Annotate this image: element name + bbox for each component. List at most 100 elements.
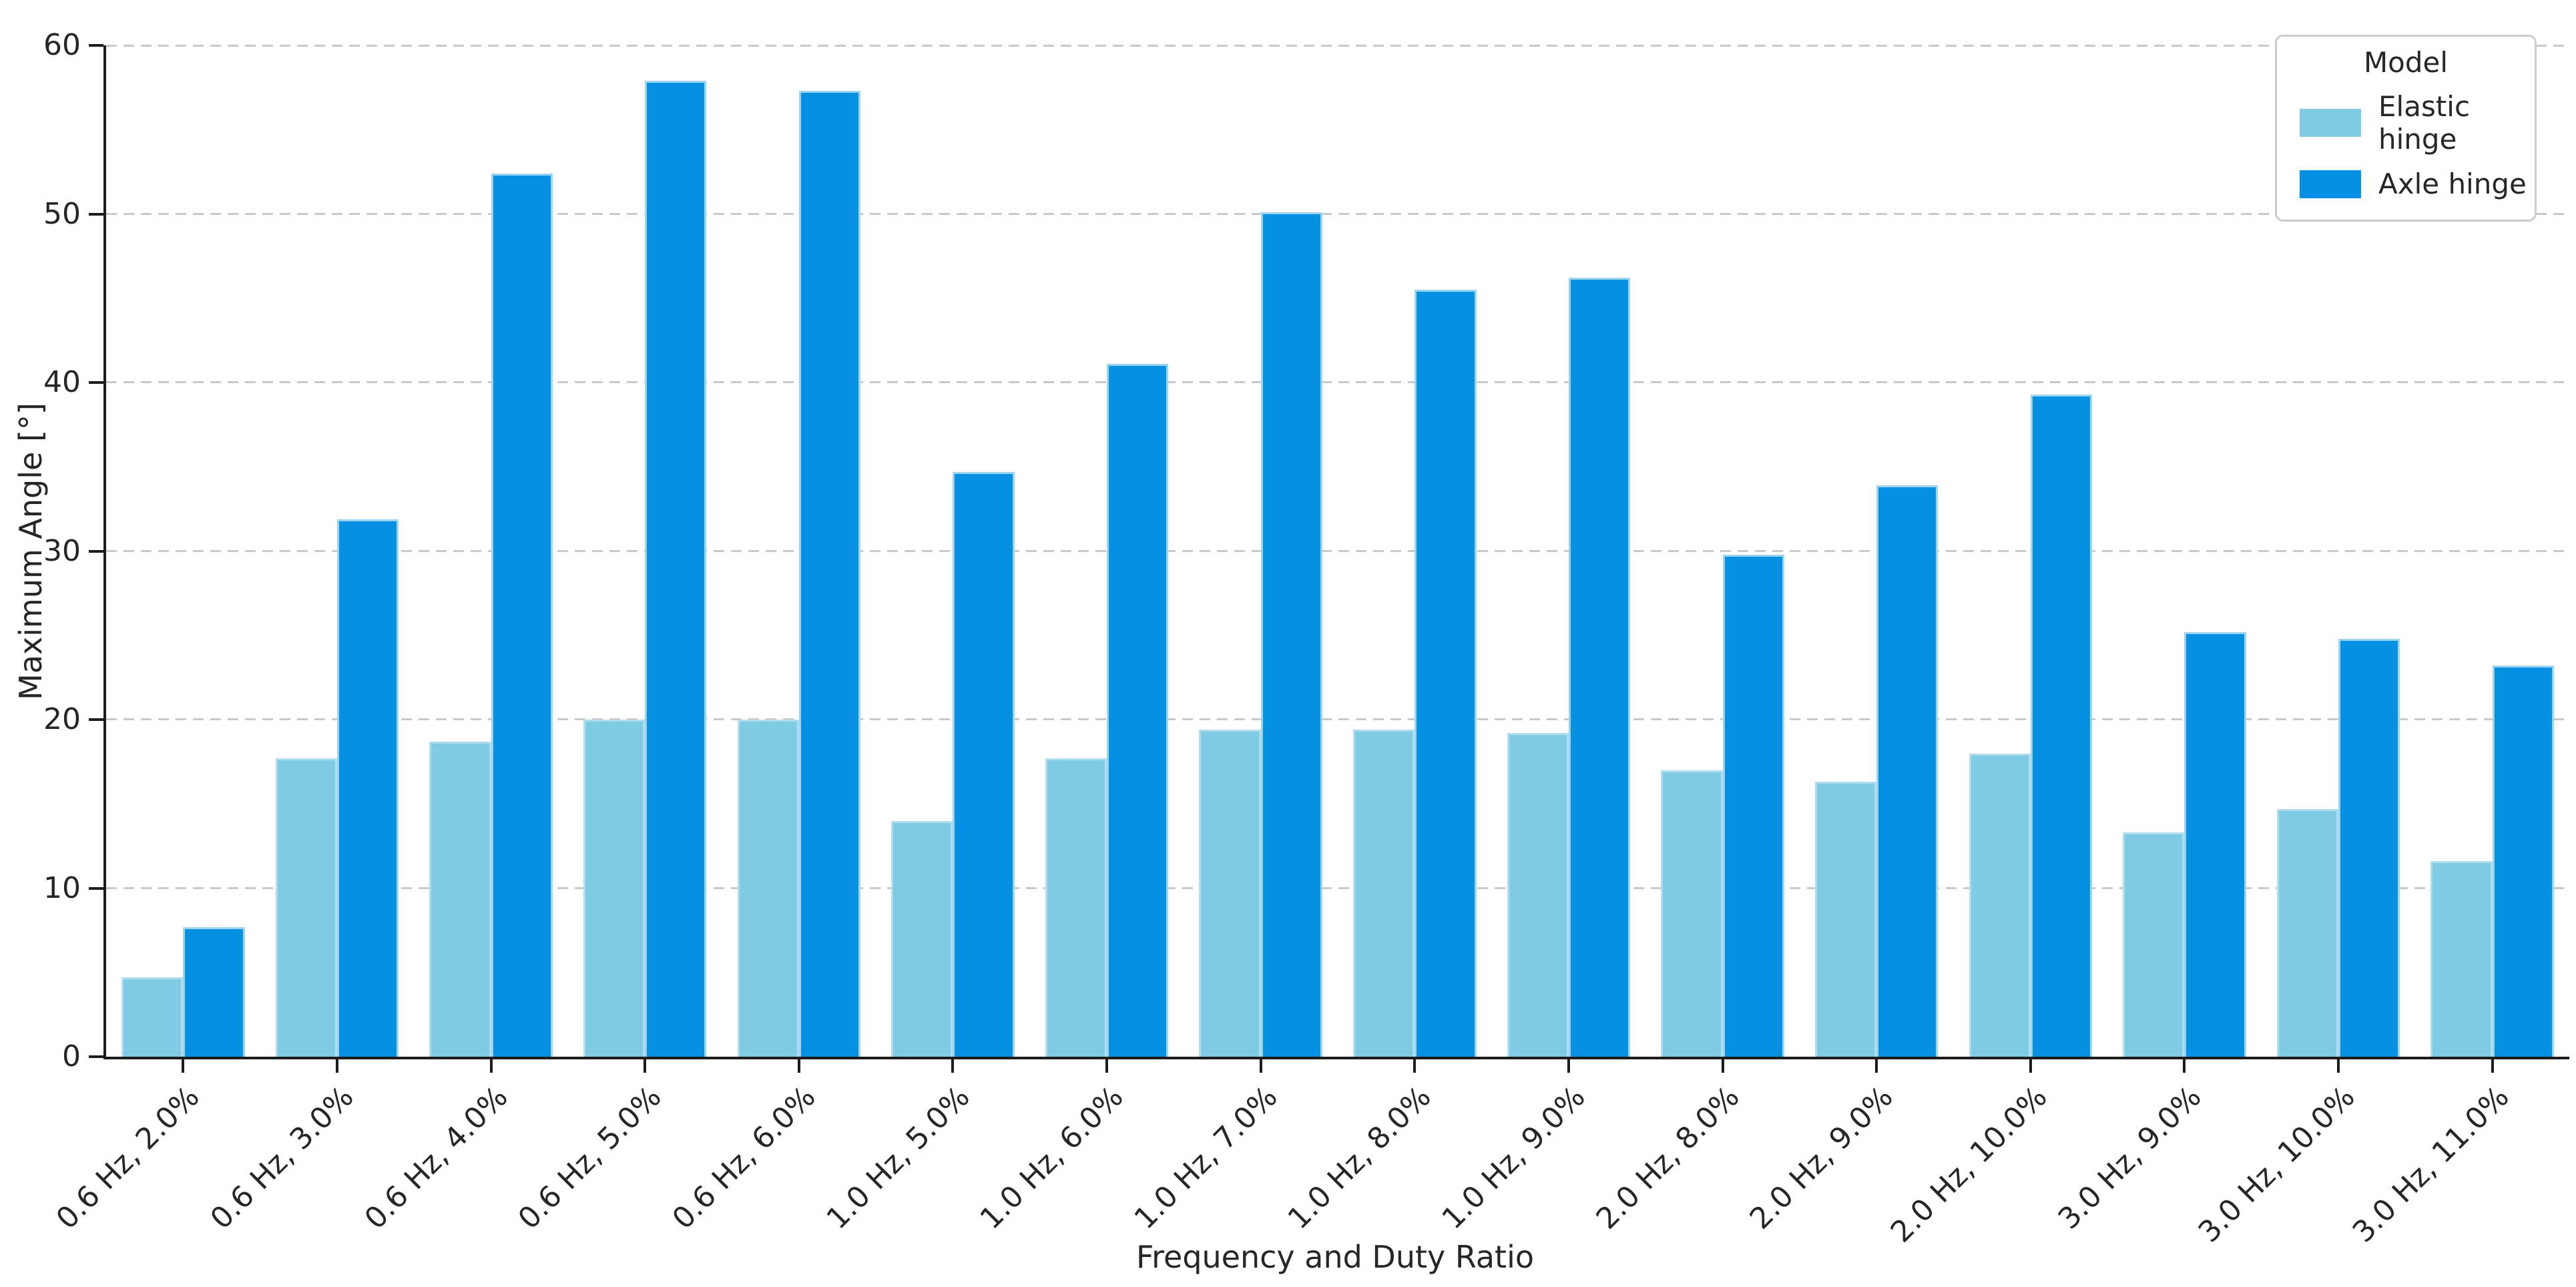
y-tick-label: 40 bbox=[43, 365, 81, 399]
bar-axle-hinge bbox=[2338, 638, 2400, 1057]
y-tick-label: 10 bbox=[43, 870, 81, 905]
y-tick-label: 20 bbox=[43, 702, 81, 736]
gridline-y-50 bbox=[106, 212, 2569, 215]
y-tick-mark bbox=[89, 1055, 103, 1058]
plot-area: 0.6 Hz, 2.0% 0.6 Hz, 3.0% 0.6 Hz, 4.0% 0.6 … bbox=[43, 31, 2569, 1249]
x-tick-mark bbox=[643, 1059, 647, 1073]
bar-group: 3.0 Hz, 11.0% bbox=[2346, 45, 2569, 1249]
gridline-y-60 bbox=[106, 44, 2569, 47]
bar-axle-hinge bbox=[2030, 394, 2093, 1057]
bar-axle-hinge bbox=[491, 173, 553, 1057]
bar-group: 0.6 Hz, 5.0% bbox=[512, 45, 722, 1236]
x-tick-mark bbox=[797, 1059, 800, 1073]
x-tick-mark bbox=[2029, 1059, 2032, 1073]
x-tick-label: 1.0 Hz, 7.0% bbox=[1127, 1079, 1284, 1236]
gridline-y-10 bbox=[106, 887, 2569, 889]
y-tick-mark bbox=[89, 381, 103, 384]
bar-group: 3.0 Hz, 9.0% bbox=[2051, 45, 2262, 1236]
bar-group: 1.0 Hz, 5.0% bbox=[820, 45, 1030, 1236]
x-tick-label: 3.0 Hz, 10.0% bbox=[2192, 1079, 2362, 1250]
bar-group: 0.6 Hz, 3.0% bbox=[204, 45, 415, 1236]
x-tick-label: 1.0 Hz, 6.0% bbox=[973, 1079, 1130, 1236]
legend-item-label: Elastic hinge bbox=[2378, 90, 2471, 156]
gridline-y-30 bbox=[106, 550, 2569, 552]
bar-axle-hinge bbox=[336, 519, 399, 1057]
bar-elastic-hinge bbox=[1353, 730, 1415, 1057]
y-tick-mark bbox=[89, 718, 103, 721]
bar-elastic-hinge bbox=[737, 720, 799, 1057]
bar-elastic-hinge bbox=[891, 820, 953, 1057]
x-tick-mark bbox=[1105, 1059, 1109, 1073]
bar-axle-hinge bbox=[1414, 290, 1477, 1057]
x-tick-mark bbox=[1721, 1059, 1724, 1073]
x-axis-label: Frequency and Duty Ratio bbox=[1136, 1239, 1534, 1275]
legend-item-axle-hinge: Axle hinge bbox=[2277, 162, 2535, 206]
bars-container: 0.6 Hz, 2.0% 0.6 Hz, 3.0% 0.6 Hz, 4.0% 0.6 … bbox=[50, 45, 2569, 1249]
legend-item-label: Axle hinge bbox=[2378, 168, 2527, 200]
bar-group: 0.6 Hz, 6.0% bbox=[666, 45, 876, 1236]
bar-elastic-hinge bbox=[2123, 832, 2185, 1057]
y-tick-mark bbox=[89, 886, 103, 890]
bar-group: 0.6 Hz, 4.0% bbox=[358, 45, 568, 1236]
x-tick-mark bbox=[2183, 1059, 2186, 1073]
gridline-y-20 bbox=[106, 718, 2569, 721]
bar-elastic-hinge bbox=[1969, 753, 2031, 1057]
y-tick-label: 60 bbox=[43, 28, 81, 62]
x-tick-mark bbox=[182, 1059, 185, 1073]
x-tick-mark bbox=[2337, 1059, 2340, 1073]
x-tick-mark bbox=[951, 1059, 955, 1073]
x-tick-mark bbox=[1875, 1059, 1878, 1073]
x-tick-label: 0.6 Hz, 4.0% bbox=[358, 1079, 515, 1236]
x-tick-mark bbox=[1567, 1059, 1570, 1073]
bar-axle-hinge bbox=[798, 91, 861, 1057]
bar-elastic-hinge bbox=[429, 741, 491, 1057]
bar-elastic-hinge bbox=[275, 758, 337, 1057]
axle-hinge-swatch-icon bbox=[2300, 170, 2361, 198]
bar-axle-hinge bbox=[1260, 212, 1322, 1057]
legend-title: Model bbox=[2363, 46, 2449, 79]
bar-axle-hinge bbox=[1107, 364, 1169, 1057]
x-tick-label: 0.6 Hz, 3.0% bbox=[204, 1079, 360, 1236]
bar-elastic-hinge bbox=[2430, 861, 2493, 1057]
bar-axle-hinge bbox=[645, 81, 707, 1057]
x-tick-label: 2.0 Hz, 10.0% bbox=[1884, 1079, 2054, 1250]
x-tick-mark bbox=[1413, 1059, 1416, 1073]
bar-group: 1.0 Hz, 9.0% bbox=[1436, 45, 1646, 1236]
x-tick-label: 0.6 Hz, 5.0% bbox=[511, 1079, 668, 1236]
y-tick-label: 0 bbox=[62, 1039, 81, 1073]
bar-group: 2.0 Hz, 9.0% bbox=[1744, 45, 1954, 1236]
y-tick-mark bbox=[89, 549, 103, 553]
bar-group: 2.0 Hz, 8.0% bbox=[1589, 45, 1800, 1236]
x-tick-mark bbox=[1259, 1059, 1262, 1073]
bar-group: 0.6 Hz, 2.0% bbox=[50, 45, 260, 1236]
bar-elastic-hinge bbox=[1814, 782, 1877, 1057]
x-tick-label: 1.0 Hz, 8.0% bbox=[1281, 1079, 1438, 1236]
bar-group: 3.0 Hz, 10.0% bbox=[2192, 45, 2416, 1249]
y-tick-mark bbox=[89, 44, 103, 47]
x-tick-label: 2.0 Hz, 8.0% bbox=[1589, 1079, 1746, 1236]
bar-elastic-hinge bbox=[1199, 730, 1261, 1057]
x-tick-mark bbox=[2491, 1059, 2494, 1073]
x-tick-mark bbox=[335, 1059, 338, 1073]
bar-elastic-hinge bbox=[1045, 758, 1107, 1057]
y-tick-label: 50 bbox=[43, 196, 81, 231]
x-tick-label: 3.0 Hz, 9.0% bbox=[2051, 1079, 2208, 1236]
gridline-y-40 bbox=[106, 381, 2569, 384]
bar-axle-hinge bbox=[1722, 554, 1784, 1057]
bar-elastic-hinge bbox=[583, 720, 646, 1057]
x-tick-mark bbox=[489, 1059, 493, 1073]
bar-group: 1.0 Hz, 7.0% bbox=[1127, 45, 1338, 1236]
x-tick-label: 1.0 Hz, 9.0% bbox=[1435, 1079, 1592, 1236]
y-tick-mark bbox=[89, 212, 103, 216]
legend: Model Elastic hinge Axle hinge bbox=[2275, 35, 2537, 222]
bar-elastic-hinge bbox=[121, 977, 184, 1057]
legend-item-elastic-hinge: Elastic hinge bbox=[2277, 84, 2535, 162]
x-tick-label: 0.6 Hz, 2.0% bbox=[49, 1079, 206, 1236]
bar-axle-hinge bbox=[953, 471, 1015, 1057]
elastic-hinge-swatch-icon bbox=[2300, 109, 2361, 137]
bar-group: 1.0 Hz, 8.0% bbox=[1282, 45, 1492, 1236]
bar-axle-hinge bbox=[1876, 485, 1939, 1057]
bar-elastic-hinge bbox=[1661, 770, 1723, 1057]
bar-axle-hinge bbox=[1568, 278, 1631, 1057]
